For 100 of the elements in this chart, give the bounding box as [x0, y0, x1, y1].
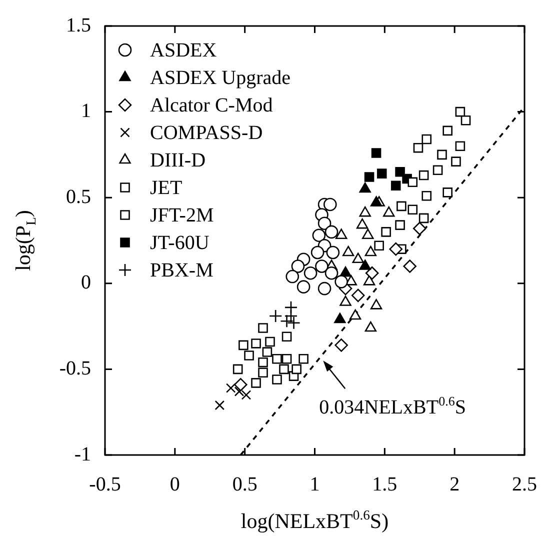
- point: [422, 190, 432, 201]
- point: [258, 357, 268, 368]
- point: [408, 204, 418, 215]
- point: [272, 354, 282, 364]
- x-tick-label: 2: [450, 473, 460, 496]
- legend-label: PBX-M: [150, 259, 214, 282]
- legend-label: DIII-D: [150, 149, 206, 172]
- point: [244, 350, 254, 360]
- y-tick-label: 0: [81, 272, 91, 294]
- point: [364, 321, 377, 332]
- legend-label: ASDEX: [150, 39, 218, 62]
- point: [298, 354, 308, 364]
- point: [291, 260, 305, 273]
- point: [326, 246, 340, 260]
- point: [279, 364, 289, 374]
- point: [334, 338, 348, 352]
- point: [318, 282, 332, 296]
- point: [451, 156, 461, 166]
- point: [268, 309, 282, 323]
- point: [442, 188, 452, 198]
- point: [232, 364, 243, 374]
- point: [251, 378, 261, 388]
- x-tick-label: 0.5: [232, 473, 258, 496]
- point: [287, 316, 300, 330]
- point: [374, 240, 384, 251]
- point: [258, 323, 268, 333]
- point: [359, 260, 371, 270]
- point: [370, 196, 382, 206]
- point: [342, 246, 354, 256]
- point: [315, 260, 328, 273]
- point: [349, 309, 362, 320]
- y-tick-label: -0.5: [59, 357, 91, 380]
- point: [442, 126, 452, 136]
- point: [324, 225, 338, 239]
- point: [318, 216, 332, 230]
- y-tick-label: 1.5: [66, 14, 91, 36]
- point: [296, 280, 310, 294]
- point: [395, 166, 405, 177]
- legend-label: JFT-2M: [150, 204, 214, 226]
- point: [376, 168, 387, 178]
- x-tick-label: 1.5: [372, 473, 398, 496]
- point: [234, 386, 244, 396]
- point: [364, 246, 377, 256]
- point: [418, 213, 429, 224]
- point: [334, 312, 346, 324]
- point: [304, 266, 318, 280]
- point: [251, 338, 261, 348]
- point: [408, 177, 418, 188]
- point: [334, 275, 348, 288]
- point: [390, 180, 401, 190]
- legend-label: ASDEX Upgrade: [150, 66, 291, 89]
- point: [282, 354, 292, 364]
- point: [455, 106, 466, 117]
- y-axis-title: log(PL): [11, 210, 38, 271]
- x-tick-label: 1: [310, 473, 320, 496]
- point: [418, 170, 429, 180]
- point: [340, 296, 352, 306]
- point: [356, 218, 368, 229]
- point: [351, 288, 365, 302]
- point: [389, 242, 403, 256]
- point: [340, 266, 352, 277]
- point: [238, 340, 248, 350]
- point: [383, 206, 395, 217]
- point: [286, 270, 300, 284]
- point: [272, 374, 282, 384]
- point: [312, 228, 326, 242]
- point: [362, 228, 374, 239]
- point: [359, 182, 371, 193]
- point: [323, 198, 337, 212]
- point: [282, 332, 292, 342]
- y-tick-label: 0.5: [66, 186, 91, 208]
- point: [370, 299, 382, 310]
- point: [310, 246, 324, 260]
- point: [396, 201, 406, 212]
- point: [365, 266, 379, 280]
- point: [280, 314, 294, 328]
- legend-label: COMPASS-D: [150, 122, 263, 144]
- point: [364, 172, 374, 182]
- legend-label: JT-60U: [150, 232, 210, 254]
- point: [352, 252, 364, 264]
- point: [363, 275, 376, 286]
- point: [437, 150, 447, 160]
- point: [460, 115, 471, 126]
- point: [395, 220, 405, 230]
- point: [284, 309, 298, 323]
- point: [422, 134, 432, 144]
- point: [413, 142, 424, 153]
- point: [455, 141, 466, 152]
- point: [262, 347, 272, 357]
- point: [258, 368, 268, 378]
- point: [432, 165, 443, 176]
- point: [371, 148, 382, 158]
- point: [234, 378, 248, 392]
- x-tick-label: 2.5: [512, 473, 537, 496]
- legend-label: Alcator C-Mod: [150, 94, 273, 116]
- y-tick-label: 1: [81, 100, 91, 122]
- x-tick-label: 0: [170, 473, 180, 496]
- point: [214, 400, 225, 410]
- point: [403, 260, 416, 273]
- point: [335, 228, 348, 239]
